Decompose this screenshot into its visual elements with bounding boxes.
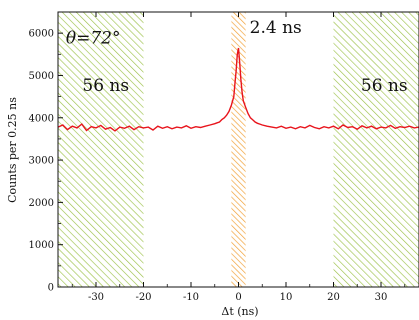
- x-axis: -30 -20 -10 0 10 20 30: [71, 12, 406, 303]
- region-labels: 56 ns 2.4 ns 56 ns: [82, 18, 407, 96]
- y-axis: 0 1000 2000 3000 4000 5000 6000: [29, 29, 63, 294]
- y-tick-label-4: 4000: [29, 113, 54, 124]
- y-axis-label: Counts per 0.25 ns: [6, 97, 19, 203]
- x-tick-label-4: 10: [280, 292, 293, 303]
- x-tick-label-0: -30: [88, 292, 104, 303]
- x-tick-label-5: 20: [327, 292, 340, 303]
- region-label-1: 2.4 ns: [250, 18, 302, 38]
- x-tick-label-2: -10: [183, 292, 199, 303]
- x-tick-label-1: -20: [135, 292, 151, 303]
- region-0: [58, 12, 144, 287]
- annotation-0: θ=72°: [66, 28, 121, 48]
- y-tick-label-3: 3000: [29, 156, 54, 167]
- region-2: [333, 12, 419, 287]
- y-tick-label-2: 2000: [29, 198, 54, 209]
- series-line: [58, 47, 419, 132]
- y-tick-label-6: 6000: [29, 29, 54, 40]
- annotations: θ=72°: [66, 28, 121, 48]
- region-label-0: 56 ns: [82, 76, 129, 96]
- x-axis-label: Δt (ns): [221, 305, 258, 318]
- y-tick-label-5: 5000: [29, 71, 54, 82]
- x-tick-label-3: 0: [235, 292, 241, 303]
- y-tick-label-0: 0: [48, 283, 54, 294]
- shaded-regions: [58, 12, 419, 287]
- y-tick-label-1: 1000: [29, 240, 54, 251]
- region-label-2: 56 ns: [361, 76, 408, 96]
- x-tick-label-6: 30: [375, 292, 388, 303]
